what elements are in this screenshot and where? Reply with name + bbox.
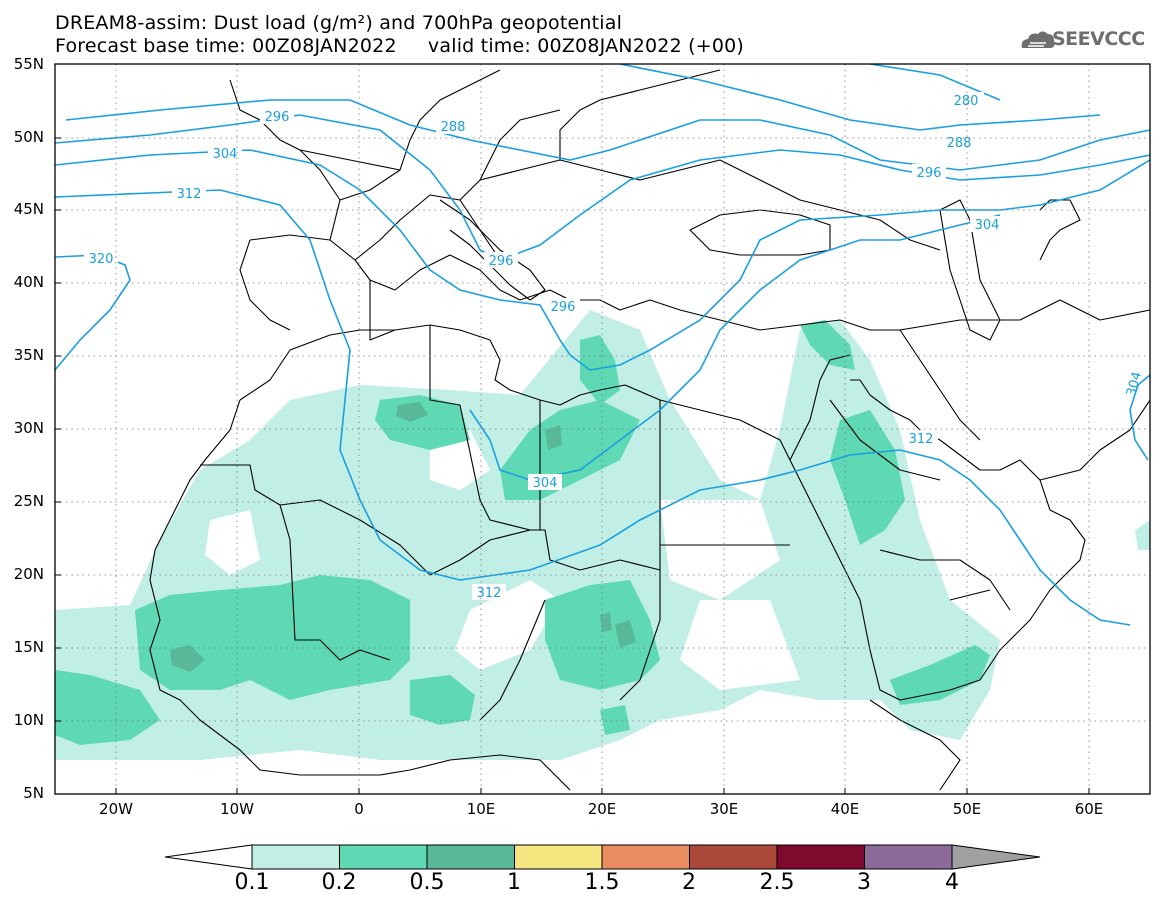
colorbar-label: 0.1 [234,870,270,895]
lat-label: 45N [13,200,44,218]
lon-label: 30E [709,800,739,818]
colorbar-label: 3 [857,870,871,895]
contour-label: 304 [1124,370,1145,398]
lon-label: 40E [830,800,860,818]
lon-label: 10W [220,800,254,818]
contour-label: 288 [947,136,972,151]
contour-label: 280 [954,94,979,109]
colorbar-label: 4 [945,870,959,895]
colorbar-label: 2 [682,870,696,895]
contour-label: 296 [917,166,942,181]
lat-label: 40N [13,273,44,291]
contour-label: 312 [477,586,502,601]
lat-label: 50N [13,128,44,146]
coastlines [149,69,1150,791]
contour-label: 296 [489,254,514,269]
lat-label: 25N [13,492,44,510]
colorbar-label: 0.2 [321,870,357,895]
map-subtitle: Forecast base time: 00Z08JAN2022 valid t… [55,35,745,57]
contour-label: 320 [89,252,114,267]
geopotential-contours [55,64,1150,626]
lon-label: 0 [354,800,364,818]
lat-label: 10N [13,711,44,729]
lat-label: 15N [13,638,44,656]
colorbar-label: 0.5 [409,870,445,895]
lon-label: 50E [952,800,982,818]
contour-label: 304 [213,147,238,162]
contour-labels: 280 288 296 304 312 320 296 304 312 288 … [84,92,1145,601]
lon-label: 60E [1074,800,1104,818]
map-title: DREAM8-assim: Dust load (g/m²) and 700hP… [55,12,623,34]
lat-label: 30N [13,419,44,437]
lon-label: 20W [99,800,133,818]
cloud-icon [1021,31,1055,48]
logo-text: SEEVCCC [1052,28,1145,50]
lat-label: 5N [23,784,44,802]
contour-label: 304 [533,476,558,491]
colorbar-label: 2.5 [759,870,795,895]
lon-label: 20E [587,800,617,818]
contour-label: 304 [975,218,1000,233]
contour-label: 296 [265,110,290,125]
dust-dark-region [170,402,636,672]
contour-label: 288 [441,120,466,135]
contour-label: 312 [909,432,934,447]
dust-medium-region [55,320,990,745]
lat-label: 35N [13,346,44,364]
contour-label: 296 [551,300,576,315]
lon-label: 10E [466,800,496,818]
lat-label: 55N [13,55,44,73]
contour-label: 312 [177,187,202,202]
colorbar-label: 1 [507,870,521,895]
lat-label: 20N [13,565,44,583]
colorbar-label: 1.5 [584,870,620,895]
gridlines [55,64,1150,794]
